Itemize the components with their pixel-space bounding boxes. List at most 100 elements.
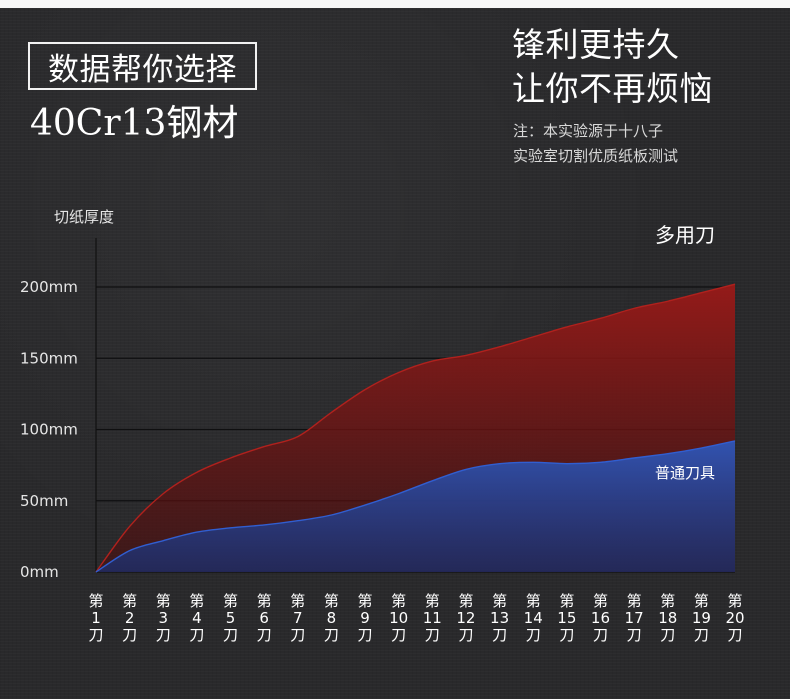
x-tick-label-part: 刀 xyxy=(425,626,440,644)
x-tick-label-part: 刀 xyxy=(257,626,272,644)
note-line-2: 实验室切割优质纸板测试 xyxy=(513,147,679,165)
x-tick-label-part: 刀 xyxy=(559,626,574,644)
top-border-line xyxy=(0,0,790,8)
x-tick-label-part: 第 xyxy=(257,592,272,610)
x-tick-label-part: 第 xyxy=(526,592,541,610)
x-tick-label-part: 18 xyxy=(658,609,677,627)
x-tick-label-part: 13 xyxy=(490,609,509,627)
x-tick-label-part: 刀 xyxy=(660,626,675,644)
x-tick-label: 第1刀 xyxy=(88,592,103,644)
x-tick-label: 第4刀 xyxy=(189,592,204,644)
x-tick-label-part: 刀 xyxy=(156,626,171,644)
x-tick-label-part: 第 xyxy=(156,592,171,610)
x-tick-label-part: 刀 xyxy=(627,626,642,644)
x-tick-label-part: 第 xyxy=(727,592,742,610)
x-tick-label-part: 第 xyxy=(122,592,137,610)
x-tick-label-part: 11 xyxy=(423,609,442,627)
x-tick-label-part: 刀 xyxy=(358,626,373,644)
x-tick-label-part: 第 xyxy=(492,592,507,610)
boxed-title: 数据帮你选择 xyxy=(28,42,257,90)
x-tick-label-part: 刀 xyxy=(290,626,305,644)
label-layer: 切纸厚度200mm150mm100mm50mm0mm多用刀普通刀具第1刀第2刀第… xyxy=(20,208,745,644)
y-tick-label: 50mm xyxy=(20,492,68,510)
x-tick-label-part: 4 xyxy=(192,609,202,627)
x-tick-label-part: 第 xyxy=(189,592,204,610)
y-axis-title: 切纸厚度 xyxy=(54,208,114,226)
x-tick-label-part: 刀 xyxy=(122,626,137,644)
slogan-line-1: 锋利更持久 xyxy=(512,25,680,64)
x-tick-label-part: 刀 xyxy=(189,626,204,644)
y-tick-label: 200mm xyxy=(20,278,78,296)
x-tick-label-part: 6 xyxy=(259,609,269,627)
x-tick-label-part: 8 xyxy=(327,609,337,627)
x-tick-label-part: 刀 xyxy=(223,626,238,644)
y-tick-label: 100mm xyxy=(20,421,78,439)
multi-purpose-knife-series-line xyxy=(95,283,736,573)
x-tick-label-part: 刀 xyxy=(727,626,742,644)
x-tick-label-part: 5 xyxy=(226,609,236,627)
x-tick-label-part: 第 xyxy=(694,592,709,610)
x-tick-label-part: 第 xyxy=(660,592,675,610)
series-label-regular-knife: 普通刀具 xyxy=(655,464,715,482)
x-tick-label-part: 15 xyxy=(557,609,576,627)
x-tick-label-part: 第 xyxy=(223,592,238,610)
x-tick-label-part: 2 xyxy=(125,609,135,627)
y-tick-label: 150mm xyxy=(20,349,78,367)
x-tick-label: 第5刀 xyxy=(223,592,238,644)
x-tick-label-part: 刀 xyxy=(526,626,541,644)
x-tick-label-part: 第 xyxy=(458,592,473,610)
x-tick-label-part: 16 xyxy=(591,609,610,627)
x-tick-label-part: 第 xyxy=(425,592,440,610)
series-layer xyxy=(95,283,736,573)
x-tick-label: 第3刀 xyxy=(156,592,171,644)
x-tick-label-part: 7 xyxy=(293,609,303,627)
x-tick-label-part: 第 xyxy=(324,592,339,610)
main-title: 40Cr13钢材 xyxy=(30,103,239,144)
x-tick-label-part: 10 xyxy=(389,609,408,627)
x-tick-label-part: 1 xyxy=(91,609,101,627)
x-tick-label-part: 19 xyxy=(692,609,711,627)
x-tick-label-part: 3 xyxy=(158,609,168,627)
x-tick-label: 第6刀 xyxy=(257,592,272,644)
y-tick-label: 0mm xyxy=(20,563,59,581)
regular-knife-series-area xyxy=(96,440,735,572)
x-tick-label-part: 第 xyxy=(358,592,373,610)
x-tick-label-part: 刀 xyxy=(492,626,507,644)
x-tick-label-part: 14 xyxy=(524,609,543,627)
regular-knife-series-line xyxy=(95,440,736,573)
x-tick-label-part: 刀 xyxy=(88,626,103,644)
x-tick-label-part: 第 xyxy=(290,592,305,610)
x-tick-label: 第7刀 xyxy=(290,592,305,644)
slogan-line-2: 让你不再烦恼 xyxy=(512,69,713,108)
x-tick-label-part: 9 xyxy=(360,609,370,627)
x-tick-label-part: 第 xyxy=(593,592,608,610)
x-tick-label-part: 第 xyxy=(559,592,574,610)
x-tick-label-part: 刀 xyxy=(391,626,406,644)
x-tick-label: 第8刀 xyxy=(324,592,339,644)
series-label-multi-purpose-knife: 多用刀 xyxy=(655,223,715,247)
x-tick-label-part: 第 xyxy=(627,592,642,610)
x-tick-label-part: 刀 xyxy=(458,626,473,644)
x-tick-label-part: 17 xyxy=(625,609,644,627)
note-line-1: 注：本实验源于十八子 xyxy=(513,122,664,140)
x-tick-label: 第9刀 xyxy=(358,592,373,644)
x-tick-label-part: 刀 xyxy=(694,626,709,644)
x-tick-label-part: 刀 xyxy=(324,626,339,644)
x-tick-label-part: 12 xyxy=(456,609,475,627)
x-tick-label-part: 20 xyxy=(725,609,744,627)
x-tick-label-part: 第 xyxy=(88,592,103,610)
x-tick-label-part: 刀 xyxy=(593,626,608,644)
x-tick-label: 第2刀 xyxy=(122,592,137,644)
